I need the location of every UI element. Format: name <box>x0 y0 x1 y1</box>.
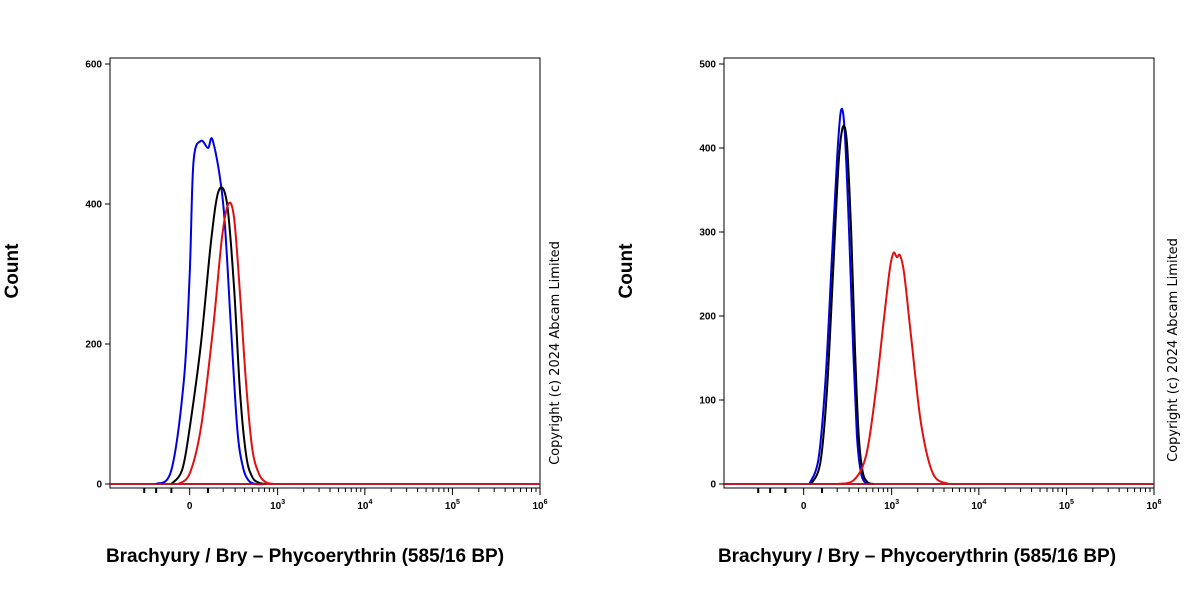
series-curve-1 <box>170 186 268 485</box>
y-tick-label: 300 <box>699 228 716 239</box>
plot-frame <box>723 57 1155 489</box>
y-axis-title: Count <box>2 243 23 299</box>
y-axis-title: Count <box>616 243 637 299</box>
y-axis: 0 100 200 300 400 500 <box>699 60 724 491</box>
y-tick-label: 0 <box>710 480 716 491</box>
y-axis: 0 200 400 600 <box>85 60 110 491</box>
y-tick-label: 100 <box>699 396 716 407</box>
y-tick-label: 0 <box>96 480 102 491</box>
x-tick-label: 0 <box>187 501 193 512</box>
y-tick-label: 400 <box>699 144 716 155</box>
series-curve-2 <box>177 201 274 485</box>
histogram-chart-right: 0 100 200 300 400 500 0 103 104 105 106 Count Bra… <box>616 57 1181 567</box>
x-axis: 0 103 104 105 106 <box>724 487 1162 512</box>
x-tick-label: 103 <box>270 499 285 512</box>
series-layer <box>110 137 540 486</box>
x-axis: 0 103 104 105 106 <box>110 487 548 512</box>
histogram-chart-left: 0 200 400 600 0 103 104 105 106 Count Brachyury… <box>2 57 563 567</box>
x-tick-label: 103 <box>884 499 899 512</box>
x-tick-label: 106 <box>1146 499 1161 512</box>
x-tick-label: 104 <box>971 499 986 512</box>
y-tick-label: 200 <box>85 340 102 351</box>
series-curve-2 <box>836 251 950 485</box>
y-tick-label: 200 <box>699 312 716 323</box>
copyright-text: Copyright (c) 2024 Abcam Limited <box>548 241 563 465</box>
plot-frame <box>109 57 541 489</box>
series-layer <box>724 107 1154 485</box>
copyright-text: Copyright (c) 2024 Abcam Limited <box>1166 238 1181 462</box>
y-tick-label: 500 <box>699 60 716 71</box>
x-axis-title: Brachyury / Bry – Phycoerythrin (585/16 … <box>718 546 1116 567</box>
y-tick-label: 600 <box>85 60 102 71</box>
x-tick-label: 0 <box>801 501 807 512</box>
x-tick-label: 105 <box>1059 499 1074 512</box>
series-curve-0 <box>155 137 265 486</box>
x-tick-label: 106 <box>532 499 547 512</box>
x-axis-title: Brachyury / Bry – Phycoerythrin (585/16 … <box>106 546 504 567</box>
x-tick-label: 104 <box>357 499 372 512</box>
x-tick-label: 105 <box>445 499 460 512</box>
y-tick-label: 400 <box>85 200 102 211</box>
